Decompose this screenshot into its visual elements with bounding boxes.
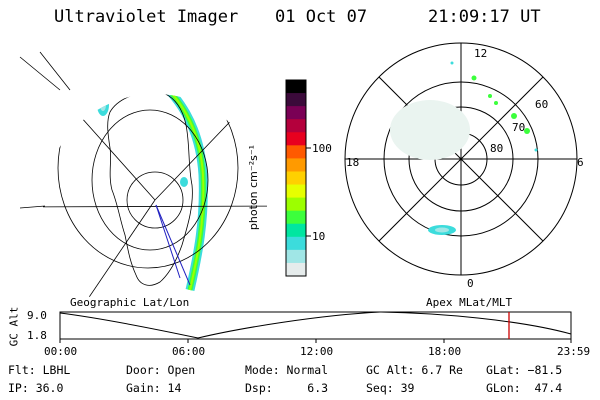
instrument-title: Ultraviolet Imager: [54, 7, 239, 27]
altitude-xtick: 18:00: [428, 345, 462, 358]
colorbar-band: [286, 184, 306, 199]
mlat-label-70: 70: [512, 121, 526, 134]
colorbar-band: [286, 249, 306, 264]
background-glow: [390, 100, 470, 160]
altitude-ylabel: GC Alt: [7, 306, 21, 347]
meridian-line: [59, 199, 156, 318]
mlat-label-60: 60: [535, 98, 549, 111]
lat-circle: [91, 109, 209, 251]
colorbar-band: [286, 145, 306, 159]
colorbar-band: [286, 106, 306, 120]
seq-info: Seq: 39: [366, 381, 415, 395]
apex-caption: Apex MLat/MLT: [426, 296, 513, 309]
emission-patch: [100, 99, 106, 111]
geo-caption: Geographic Lat/Lon: [70, 296, 190, 309]
time-label: 21:09:17 UT: [428, 7, 541, 27]
altitude-ytick-high: 9.0: [27, 309, 47, 322]
polar-plot: [344, 42, 578, 276]
colorbar-band: [286, 171, 306, 186]
ip-info: IP: 36.0: [8, 381, 64, 395]
colorbar-band: [286, 197, 306, 212]
gc-alt-info: GC Alt: 6.7 Re: [366, 363, 463, 377]
meridian-line: [19, 56, 61, 91]
emission-patch: [435, 227, 449, 233]
meridian-line: [43, 205, 267, 208]
colorbar-band: [286, 210, 306, 225]
emission-dot: [471, 75, 477, 81]
mode-info: Mode: Normal: [245, 363, 329, 377]
lat-circle: [57, 94, 239, 269]
emission-dot: [494, 101, 498, 105]
colorbar-tick-10: 10: [312, 230, 326, 243]
altitude-xtick: 23:59: [557, 345, 591, 358]
altitude-xtick: 00:00: [44, 345, 78, 358]
colorbar-unit-label: photon cm⁻²s⁻¹: [247, 144, 261, 231]
colorbar-band: [286, 223, 306, 238]
emission-dot: [534, 148, 538, 152]
emission-dot: [511, 113, 517, 119]
colorbar-tick-100: 100: [312, 142, 332, 155]
lat-circle: [126, 171, 184, 229]
grid-curve: [80, 67, 165, 85]
meridian-line: [43, 94, 156, 201]
colorbar-band: [286, 119, 306, 133]
glat-info: GLat: −81.5: [486, 363, 563, 377]
colorbar-band: [286, 236, 306, 251]
altitude-xtick: 06:00: [172, 345, 206, 358]
dsp-info: Dsp: 6.3: [245, 381, 329, 395]
emission-dot: [450, 61, 454, 65]
colorbar-band: [286, 132, 306, 146]
emission-dot: [524, 128, 530, 134]
altitude-ytick-low: 1.8: [27, 329, 47, 342]
altitude-xtick: 12:00: [300, 345, 334, 358]
colorbar-band: [286, 80, 306, 94]
date-label: 01 Oct 07: [275, 7, 368, 27]
grid-curve: [43, 94, 111, 101]
track-line: [155, 204, 181, 279]
continent-outline: [107, 94, 193, 286]
colorbar-band: [286, 158, 306, 172]
colorbar-band: [286, 93, 306, 107]
door-info: Door: Open: [126, 363, 196, 377]
mlt-label-6: 6: [577, 156, 584, 169]
emission-patch: [180, 177, 188, 187]
glon-info: GLon: 47.4: [486, 381, 563, 395]
emission-patch: [97, 94, 109, 116]
mlt-label-18: 18: [346, 156, 360, 169]
filter-info: Flt: LBHL: [8, 363, 71, 377]
track-line: [155, 204, 191, 286]
colorbar-frame: [285, 79, 307, 277]
meridian-line: [39, 51, 71, 91]
mlt-label-0: 0: [467, 277, 474, 290]
emission-dot: [488, 94, 492, 98]
mlt-label-12: 12: [474, 47, 488, 60]
colorbar: [286, 80, 306, 277]
meridian-line: [19, 205, 46, 209]
mlat-label-80: 80: [490, 142, 504, 155]
altitude-curve: [59, 311, 572, 339]
colorbar-band: [286, 262, 306, 277]
gain-info: Gain: 14: [126, 381, 182, 395]
mlt-diagonal: [378, 76, 544, 242]
